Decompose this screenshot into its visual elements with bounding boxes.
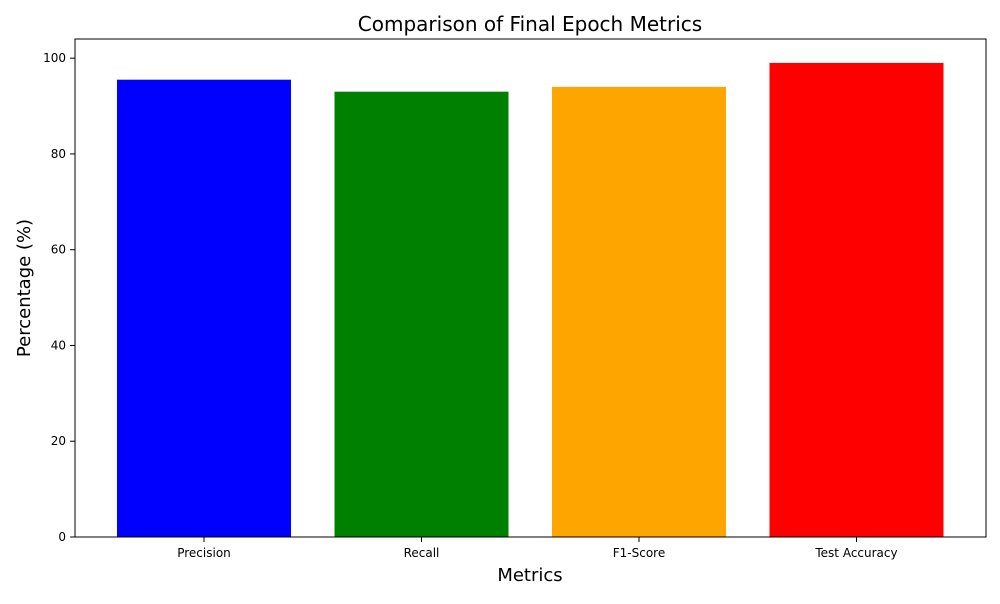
bar-precision — [117, 79, 291, 538]
bars-group — [117, 62, 944, 538]
plot-frame — [74, 38, 987, 538]
y-tick-label: 80 — [51, 147, 66, 161]
y-tick-label: 40 — [51, 338, 66, 352]
y-tick-label: 20 — [51, 434, 66, 448]
bar-test-accuracy — [769, 62, 944, 537]
y-tick-label: 100 — [43, 51, 66, 65]
bar-recall — [334, 91, 509, 537]
x-tick-label: Precision — [177, 546, 231, 560]
bar-f1-score — [552, 86, 726, 537]
x-tick-label: Test Accuracy — [814, 546, 897, 560]
chart-title: Comparison of Final Epoch Metrics — [358, 12, 702, 36]
x-tick-label: Recall — [404, 546, 440, 560]
x-axis-ticks: Precision Recall F1-Score Test Accuracy — [177, 537, 898, 560]
y-axis-ticks: 0 20 40 60 80 100 — [43, 51, 75, 544]
y-axis-label: Percentage (%) — [14, 219, 35, 357]
x-tick-label: F1-Score — [613, 546, 665, 560]
y-tick-label: 0 — [58, 530, 66, 544]
y-tick-label: 60 — [51, 243, 66, 257]
x-axis-label: Metrics — [497, 565, 562, 586]
